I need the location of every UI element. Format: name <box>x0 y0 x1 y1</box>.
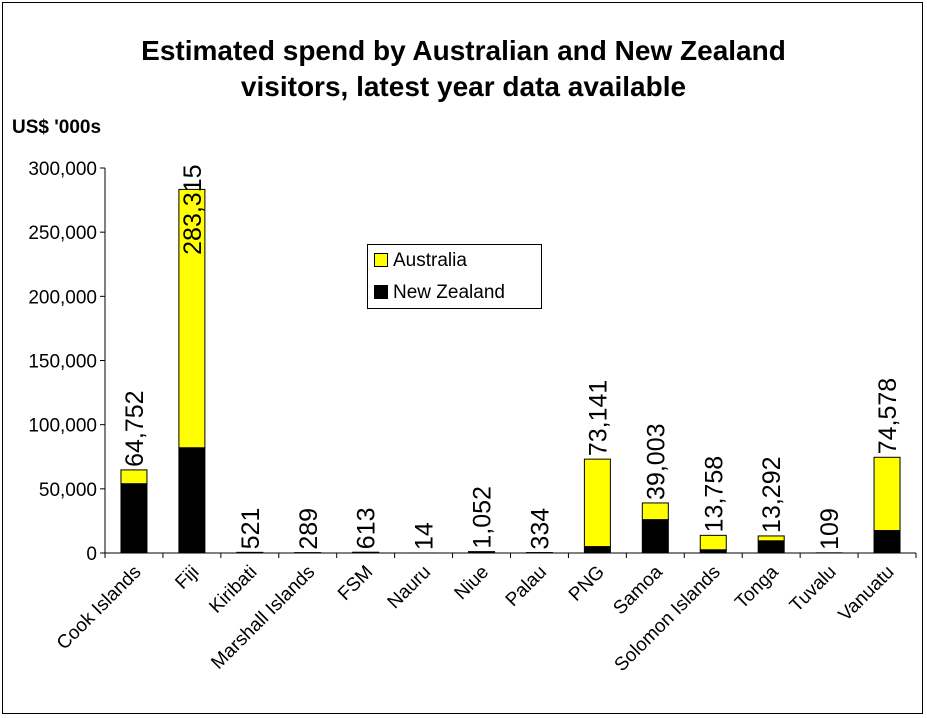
x-tick-label: Niue <box>451 562 493 604</box>
data-label: 14 <box>411 522 439 550</box>
bar-australia <box>641 502 669 521</box>
y-tick-label: 0 <box>86 544 97 565</box>
y-tick-label: 300,000 <box>28 159 97 180</box>
data-label: 109 <box>816 508 844 550</box>
y-tick-label: 250,000 <box>28 223 97 244</box>
y-axis-label: US$ '000s <box>12 117 102 138</box>
x-tick-label: Tuvalu <box>786 562 841 617</box>
y-tick-label: 100,000 <box>28 416 97 437</box>
x-tick-label: FSM <box>334 562 377 605</box>
chart-title-line-1: Estimated spend by Australian and New Ze… <box>141 35 786 66</box>
bar-new-zealand <box>120 483 148 554</box>
x-tick-label: Marshall Islands <box>207 562 319 674</box>
data-label: 73,141 <box>584 380 612 456</box>
x-tick-label: Palau <box>502 562 551 611</box>
bar-australia <box>873 456 901 532</box>
y-tick-label: 150,000 <box>28 352 97 373</box>
data-label: 64,752 <box>121 390 149 466</box>
x-tick-label: Vanuatu <box>835 562 899 626</box>
bar-new-zealand <box>583 546 611 554</box>
bar-australia <box>757 535 785 542</box>
x-tick-label: Kiribati <box>205 562 261 618</box>
x-tick-label: Tonga <box>731 561 783 613</box>
legend-swatch-new-zealand <box>374 284 388 299</box>
legend-label-australia: Australia <box>393 250 467 271</box>
bar-australia <box>178 188 206 449</box>
bar-new-zealand <box>757 540 785 554</box>
chart-title: Estimated spend by Australian and New Ze… <box>3 33 924 105</box>
x-tick-label: Cook Islands <box>53 562 146 655</box>
x-tick-label: Samoa <box>609 561 667 619</box>
bar-new-zealand <box>873 530 901 554</box>
data-label: 1,052 <box>469 486 497 549</box>
data-label: 613 <box>353 507 381 549</box>
y-tick-label: 200,000 <box>28 287 97 308</box>
data-label: 521 <box>237 508 265 550</box>
data-label: 289 <box>295 508 323 550</box>
plot-area <box>105 168 916 553</box>
data-label: 39,003 <box>642 423 670 499</box>
data-label: 334 <box>526 508 554 550</box>
data-label: 283,315 <box>179 164 207 254</box>
data-label: 13,758 <box>700 456 728 532</box>
bar-australia <box>583 458 611 548</box>
legend: Australia New Zealand <box>367 244 542 309</box>
bar-new-zealand <box>178 447 206 554</box>
legend-swatch-australia <box>374 252 388 267</box>
x-tick-label: Fiji <box>171 562 203 594</box>
data-label: 74,578 <box>874 378 902 454</box>
legend-item-new-zealand: New Zealand <box>374 282 505 304</box>
legend-label-new-zealand: New Zealand <box>393 282 505 303</box>
bar-australia <box>120 469 148 485</box>
bar-australia <box>699 534 727 551</box>
x-tick-label: PNG <box>565 562 609 606</box>
data-label: 13,292 <box>758 456 786 532</box>
legend-item-australia: Australia <box>374 250 467 272</box>
chart-title-line-2: visitors, latest year data available <box>240 71 687 102</box>
y-tick-label: 50,000 <box>39 480 97 501</box>
x-tick-label: Solomon Islands <box>611 562 725 676</box>
x-tick-label: Nauru <box>384 562 435 613</box>
bar-new-zealand <box>641 519 669 554</box>
